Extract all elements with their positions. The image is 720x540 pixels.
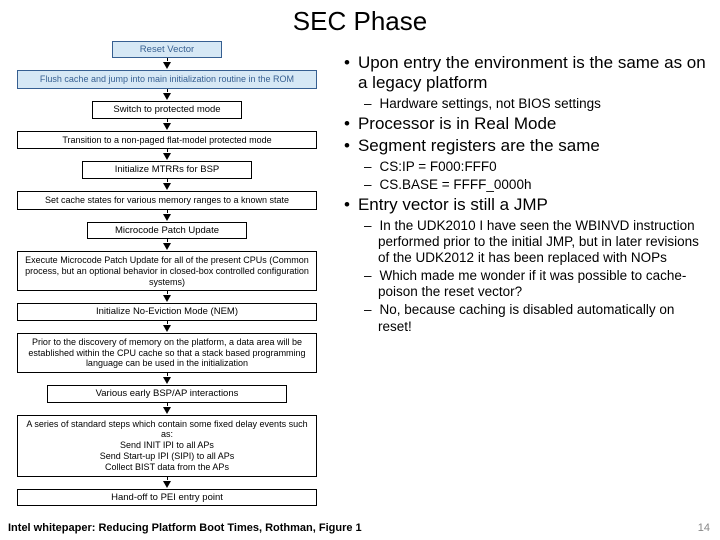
flow-connector: [167, 321, 168, 324]
slide-number: 14: [698, 522, 710, 534]
flow-step-header: Microcode Patch Update: [87, 222, 247, 239]
flow-connector: [167, 119, 168, 122]
arrow-down-icon: [163, 377, 171, 384]
arrow-down-icon: [163, 295, 171, 302]
bullet-lvl1: Segment registers are the same: [334, 136, 708, 156]
bullet-lvl2: CS:IP = F000:FFF0: [334, 159, 708, 175]
flow-connector: [167, 149, 168, 152]
arrow-down-icon: [163, 243, 171, 250]
bullet-lvl1: Processor is in Real Mode: [334, 114, 708, 134]
bullet-lvl2: Which made me wonder if it was possible …: [334, 268, 708, 300]
flow-step-desc: Flush cache and jump into main initializ…: [17, 70, 317, 89]
flow-connector: [167, 291, 168, 294]
arrow-down-icon: [163, 325, 171, 332]
flow-connector: [167, 373, 168, 376]
arrow-down-icon: [163, 153, 171, 160]
flow-step-desc: A series of standard steps which contain…: [17, 415, 317, 477]
arrow-down-icon: [163, 407, 171, 414]
arrow-down-icon: [163, 183, 171, 190]
slide: SEC Phase Reset Vector Flush cache and ju…: [0, 0, 720, 540]
flow-connector: [167, 403, 168, 406]
flow-step-desc: Execute Microcode Patch Update for all o…: [17, 251, 317, 291]
flow-step-header: Initialize No-Eviction Mode (NEM): [17, 303, 317, 320]
arrow-down-icon: [163, 93, 171, 100]
flow-step-desc: Transition to a non-paged flat-model pro…: [17, 131, 317, 150]
flow-step-header: Reset Vector: [112, 41, 222, 58]
bullet-list: Upon entry the environment is the same a…: [330, 41, 708, 506]
bullet-lvl1: Upon entry the environment is the same a…: [334, 53, 708, 94]
flow-connector: [167, 477, 168, 480]
flow-step-desc: Set cache states for various memory rang…: [17, 191, 317, 210]
bullet-lvl2: No, because caching is disabled automati…: [334, 302, 708, 334]
arrow-down-icon: [163, 62, 171, 69]
flow-step-header: Initialize MTRRs for BSP: [82, 161, 252, 178]
footer-citation: Intel whitepaper: Reducing Platform Boot…: [8, 522, 362, 534]
flow-step-header: Hand-off to PEI entry point: [17, 489, 317, 506]
page-title: SEC Phase: [12, 6, 708, 37]
arrow-down-icon: [163, 481, 171, 488]
content-row: Reset Vector Flush cache and jump into ma…: [12, 41, 708, 506]
arrow-down-icon: [163, 123, 171, 130]
bullet-lvl1: Entry vector is still a JMP: [334, 195, 708, 215]
bullet-lvl2: CS.BASE = FFFF_0000h: [334, 177, 708, 193]
flow-connector: [167, 179, 168, 182]
flow-connector: [167, 210, 168, 213]
bullet-lvl2: In the UDK2010 I have seen the WBINVD in…: [334, 218, 708, 267]
flow-step-header: Various early BSP/AP interactions: [47, 385, 287, 402]
flow-step-header: Switch to protected mode: [92, 101, 242, 118]
flow-connector: [167, 89, 168, 92]
flowchart: Reset Vector Flush cache and jump into ma…: [12, 41, 322, 506]
flow-connector: [167, 239, 168, 242]
flow-step-desc: Prior to the discovery of memory on the …: [17, 333, 317, 373]
flow-connector: [167, 58, 168, 61]
bullet-lvl2: Hardware settings, not BIOS settings: [334, 96, 708, 112]
arrow-down-icon: [163, 214, 171, 221]
